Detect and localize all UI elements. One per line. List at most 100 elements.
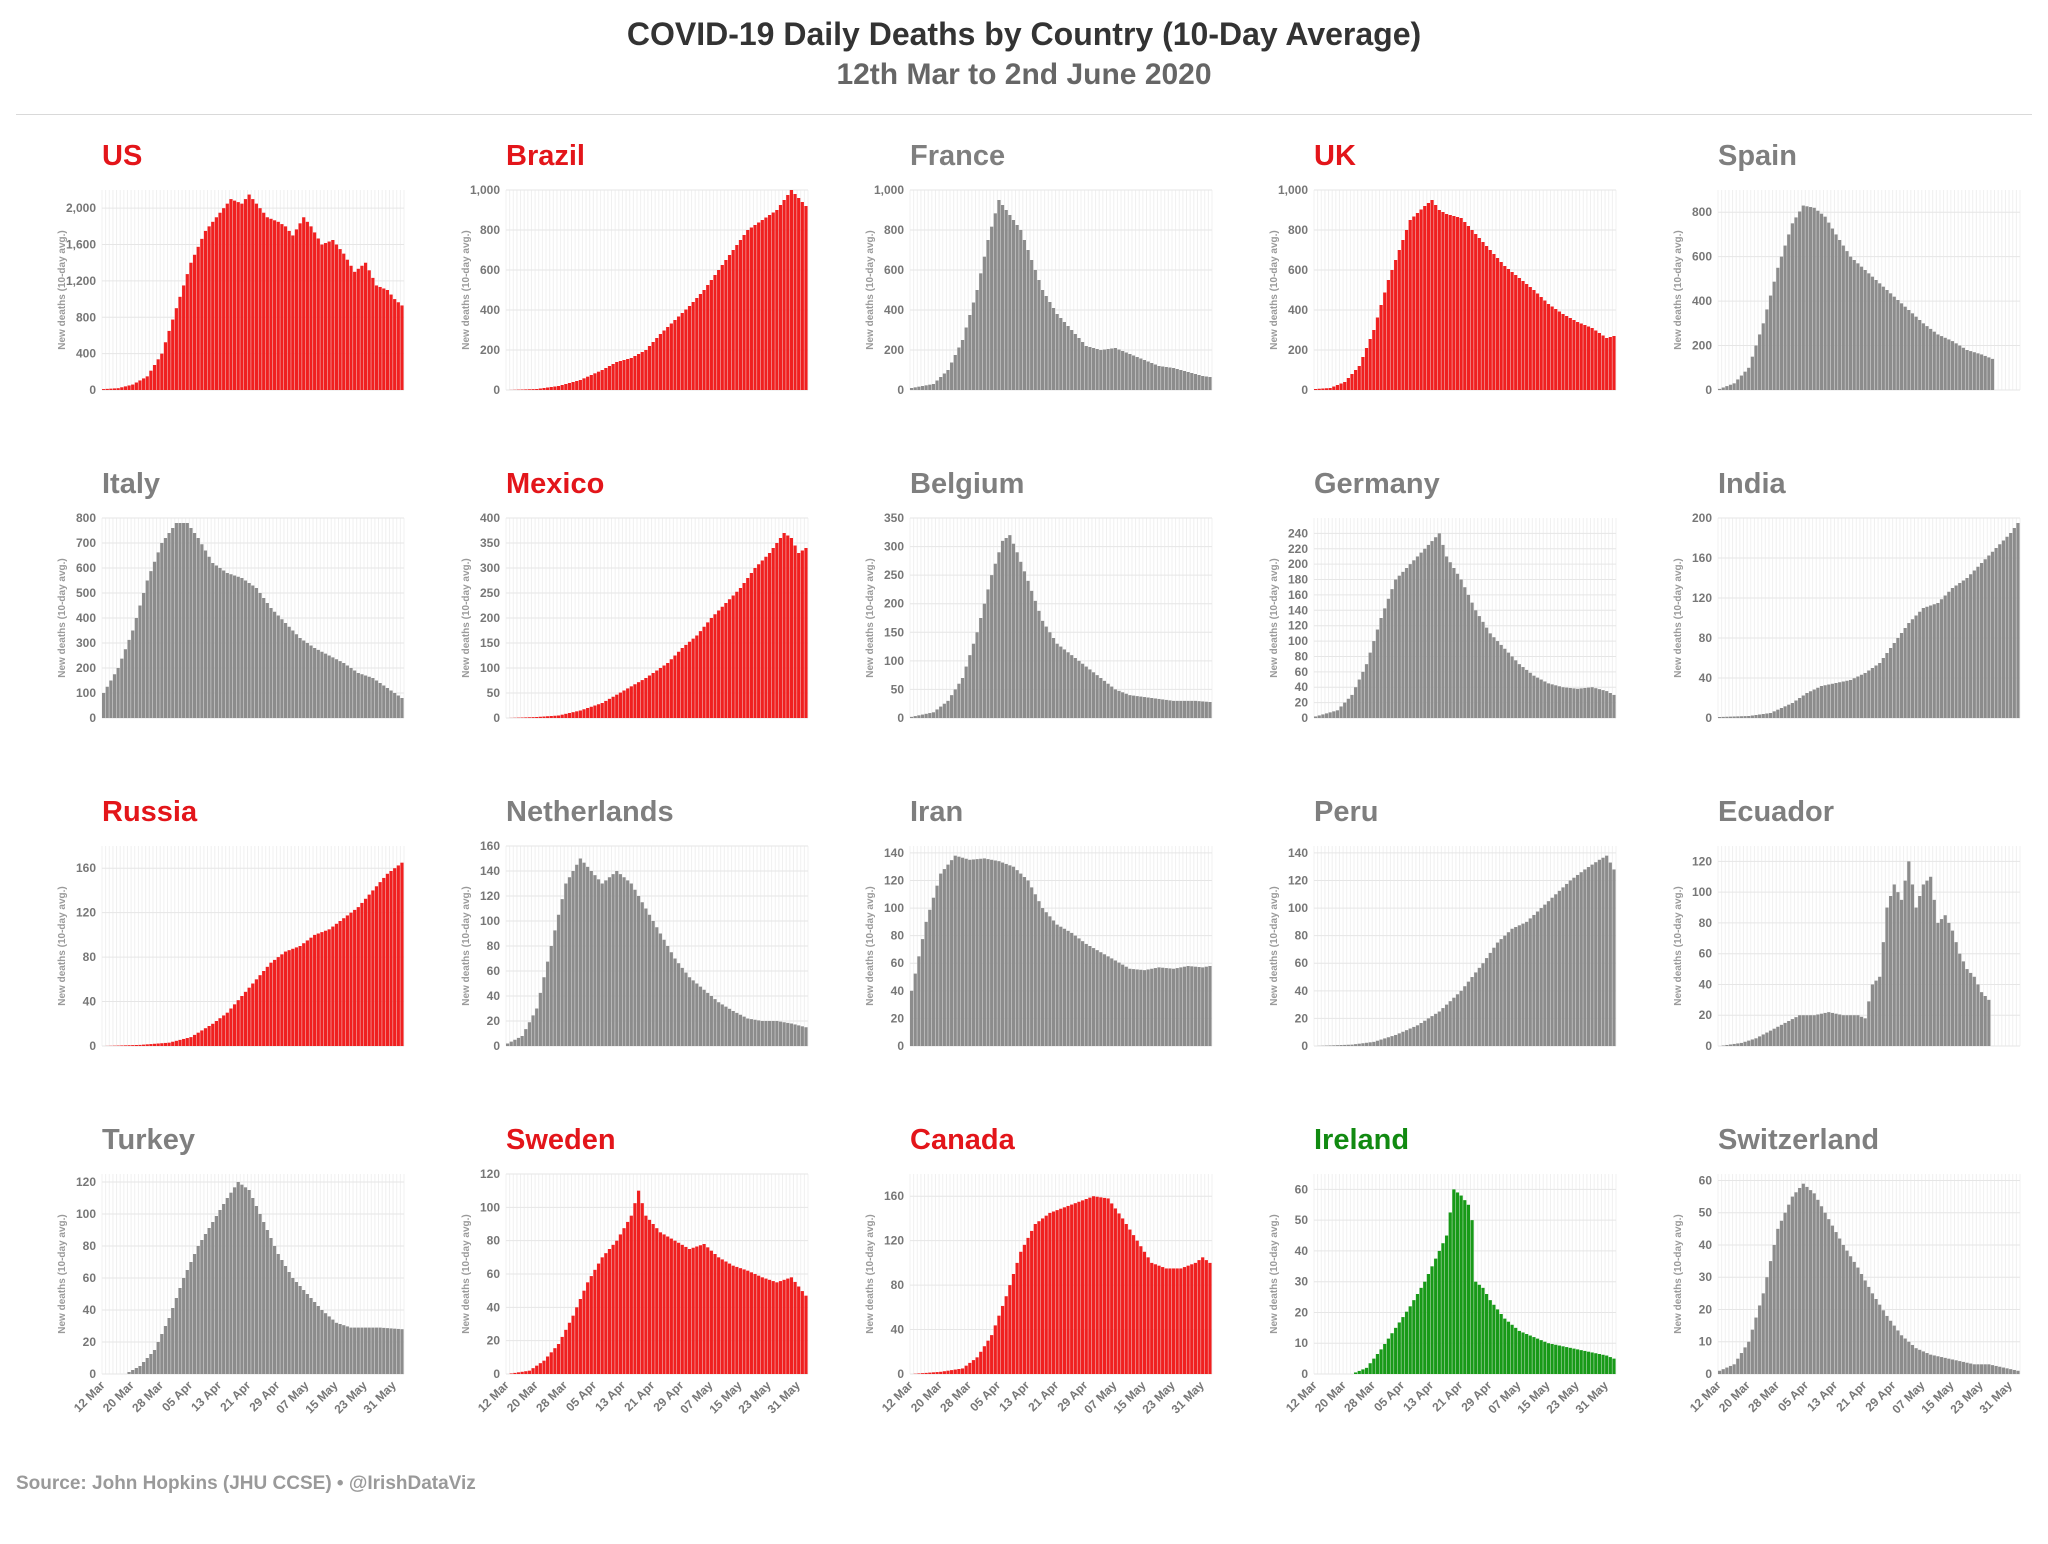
country-label: France <box>910 140 1005 172</box>
bar <box>1339 1045 1343 1046</box>
bar <box>1827 1219 1831 1374</box>
bar <box>1317 715 1321 718</box>
bar <box>1099 350 1103 390</box>
x-tick-label: 31 May <box>1573 1378 1611 1416</box>
bar <box>1881 1310 1885 1374</box>
bar <box>374 886 379 1046</box>
bar <box>1903 306 1907 390</box>
bar <box>1328 712 1332 718</box>
bar <box>1408 220 1412 390</box>
bar <box>1088 669 1092 718</box>
y-tick-label: 40 <box>1699 1238 1713 1252</box>
bar <box>309 226 313 390</box>
bar <box>1186 700 1190 718</box>
y-tick-label: 240 <box>1288 526 1308 540</box>
bar <box>709 280 713 390</box>
bar <box>2009 533 2013 718</box>
bar <box>1914 1348 1918 1374</box>
bar <box>658 334 663 390</box>
bar <box>243 991 248 1046</box>
bar <box>1030 887 1034 1046</box>
bar <box>276 1254 280 1374</box>
bar <box>1324 388 1329 390</box>
y-tick-label: 300 <box>884 540 904 554</box>
bar <box>1481 242 1485 390</box>
bar <box>367 676 371 718</box>
bar <box>600 883 604 1046</box>
bar <box>1124 352 1128 390</box>
bar <box>622 690 626 718</box>
bar <box>1423 548 1427 718</box>
bar <box>1022 877 1026 1046</box>
bar <box>131 630 135 718</box>
bar <box>1768 295 1773 390</box>
bar <box>1430 1266 1434 1374</box>
bar <box>1790 1019 1794 1046</box>
y-tick-label: 80 <box>1699 916 1713 930</box>
bar <box>1430 200 1434 390</box>
bar <box>2001 1367 2006 1374</box>
bar <box>560 899 564 1047</box>
bar <box>1088 946 1092 1046</box>
y-tick-label: 800 <box>76 310 96 324</box>
bar <box>964 666 968 718</box>
bar <box>1747 1341 1751 1374</box>
x-tick-label: 20 Mar <box>504 1378 541 1415</box>
bar <box>200 238 204 390</box>
bar <box>626 1221 630 1374</box>
bar <box>1852 1015 1856 1046</box>
bar <box>960 1368 965 1374</box>
bar <box>1539 1340 1543 1374</box>
bar <box>178 1039 182 1046</box>
x-tick-label: 05 Apr <box>967 1378 1003 1414</box>
bar <box>276 615 280 718</box>
bar <box>800 202 804 390</box>
y-tick-label: 50 <box>487 686 501 700</box>
bar <box>1783 245 1787 390</box>
bar <box>1990 1365 1995 1374</box>
bar <box>979 1351 983 1374</box>
bar <box>1579 323 1583 390</box>
bar <box>735 1266 739 1374</box>
bar <box>1164 1268 1168 1374</box>
bar <box>291 948 295 1046</box>
bar <box>1889 1320 1893 1374</box>
bar <box>535 717 539 718</box>
bar <box>920 714 925 718</box>
y-tick-label: 160 <box>480 839 500 853</box>
bar <box>1921 884 1925 1046</box>
bar <box>735 245 739 390</box>
bar <box>746 1018 750 1046</box>
bar <box>910 990 914 1046</box>
bar <box>1121 964 1125 1046</box>
y-tick-label: 180 <box>1288 573 1308 587</box>
bar <box>294 947 299 1046</box>
bar <box>338 249 342 390</box>
bar <box>691 638 695 719</box>
bar <box>1415 213 1420 390</box>
bar <box>524 1029 528 1047</box>
bar <box>1030 260 1034 390</box>
bar <box>1517 925 1521 1046</box>
bar <box>950 860 954 1046</box>
bar <box>1055 1210 1059 1374</box>
bar <box>727 255 732 390</box>
bar <box>1612 869 1616 1046</box>
bar <box>1848 256 1853 390</box>
bar <box>1889 896 1893 1046</box>
bar <box>1357 679 1361 718</box>
bar <box>1819 213 1824 390</box>
bar <box>964 858 968 1046</box>
bar <box>327 929 331 1046</box>
bar <box>247 194 251 390</box>
bar <box>975 859 979 1046</box>
bar <box>691 980 695 1047</box>
y-tick-label: 0 <box>89 711 96 725</box>
bar <box>640 1203 644 1374</box>
bar <box>746 578 750 718</box>
bar <box>964 1365 968 1374</box>
bar <box>687 641 692 718</box>
